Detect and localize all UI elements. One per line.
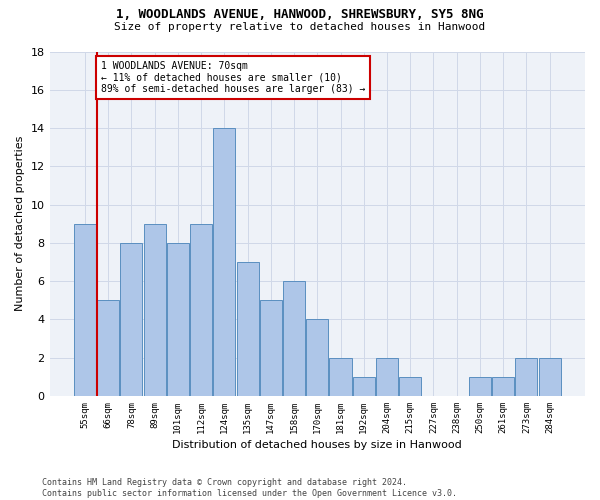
Bar xyxy=(399,377,421,396)
Bar xyxy=(213,128,235,396)
Bar xyxy=(469,377,491,396)
Bar xyxy=(236,262,259,396)
Bar xyxy=(260,300,282,396)
Bar xyxy=(492,377,514,396)
Bar xyxy=(283,281,305,396)
Bar xyxy=(190,224,212,396)
Text: Contains HM Land Registry data © Crown copyright and database right 2024.
Contai: Contains HM Land Registry data © Crown c… xyxy=(42,478,457,498)
Bar xyxy=(97,300,119,396)
Bar xyxy=(74,224,96,396)
Bar xyxy=(167,243,189,396)
Y-axis label: Number of detached properties: Number of detached properties xyxy=(15,136,25,312)
Text: 1 WOODLANDS AVENUE: 70sqm
← 11% of detached houses are smaller (10)
89% of semi-: 1 WOODLANDS AVENUE: 70sqm ← 11% of detac… xyxy=(101,61,365,94)
Bar xyxy=(353,377,375,396)
Text: 1, WOODLANDS AVENUE, HANWOOD, SHREWSBURY, SY5 8NG: 1, WOODLANDS AVENUE, HANWOOD, SHREWSBURY… xyxy=(116,8,484,20)
Bar xyxy=(143,224,166,396)
X-axis label: Distribution of detached houses by size in Hanwood: Distribution of detached houses by size … xyxy=(172,440,462,450)
Bar xyxy=(515,358,538,396)
Bar xyxy=(329,358,352,396)
Bar xyxy=(306,320,328,396)
Text: Size of property relative to detached houses in Hanwood: Size of property relative to detached ho… xyxy=(115,22,485,32)
Bar xyxy=(539,358,560,396)
Bar xyxy=(121,243,142,396)
Bar xyxy=(376,358,398,396)
